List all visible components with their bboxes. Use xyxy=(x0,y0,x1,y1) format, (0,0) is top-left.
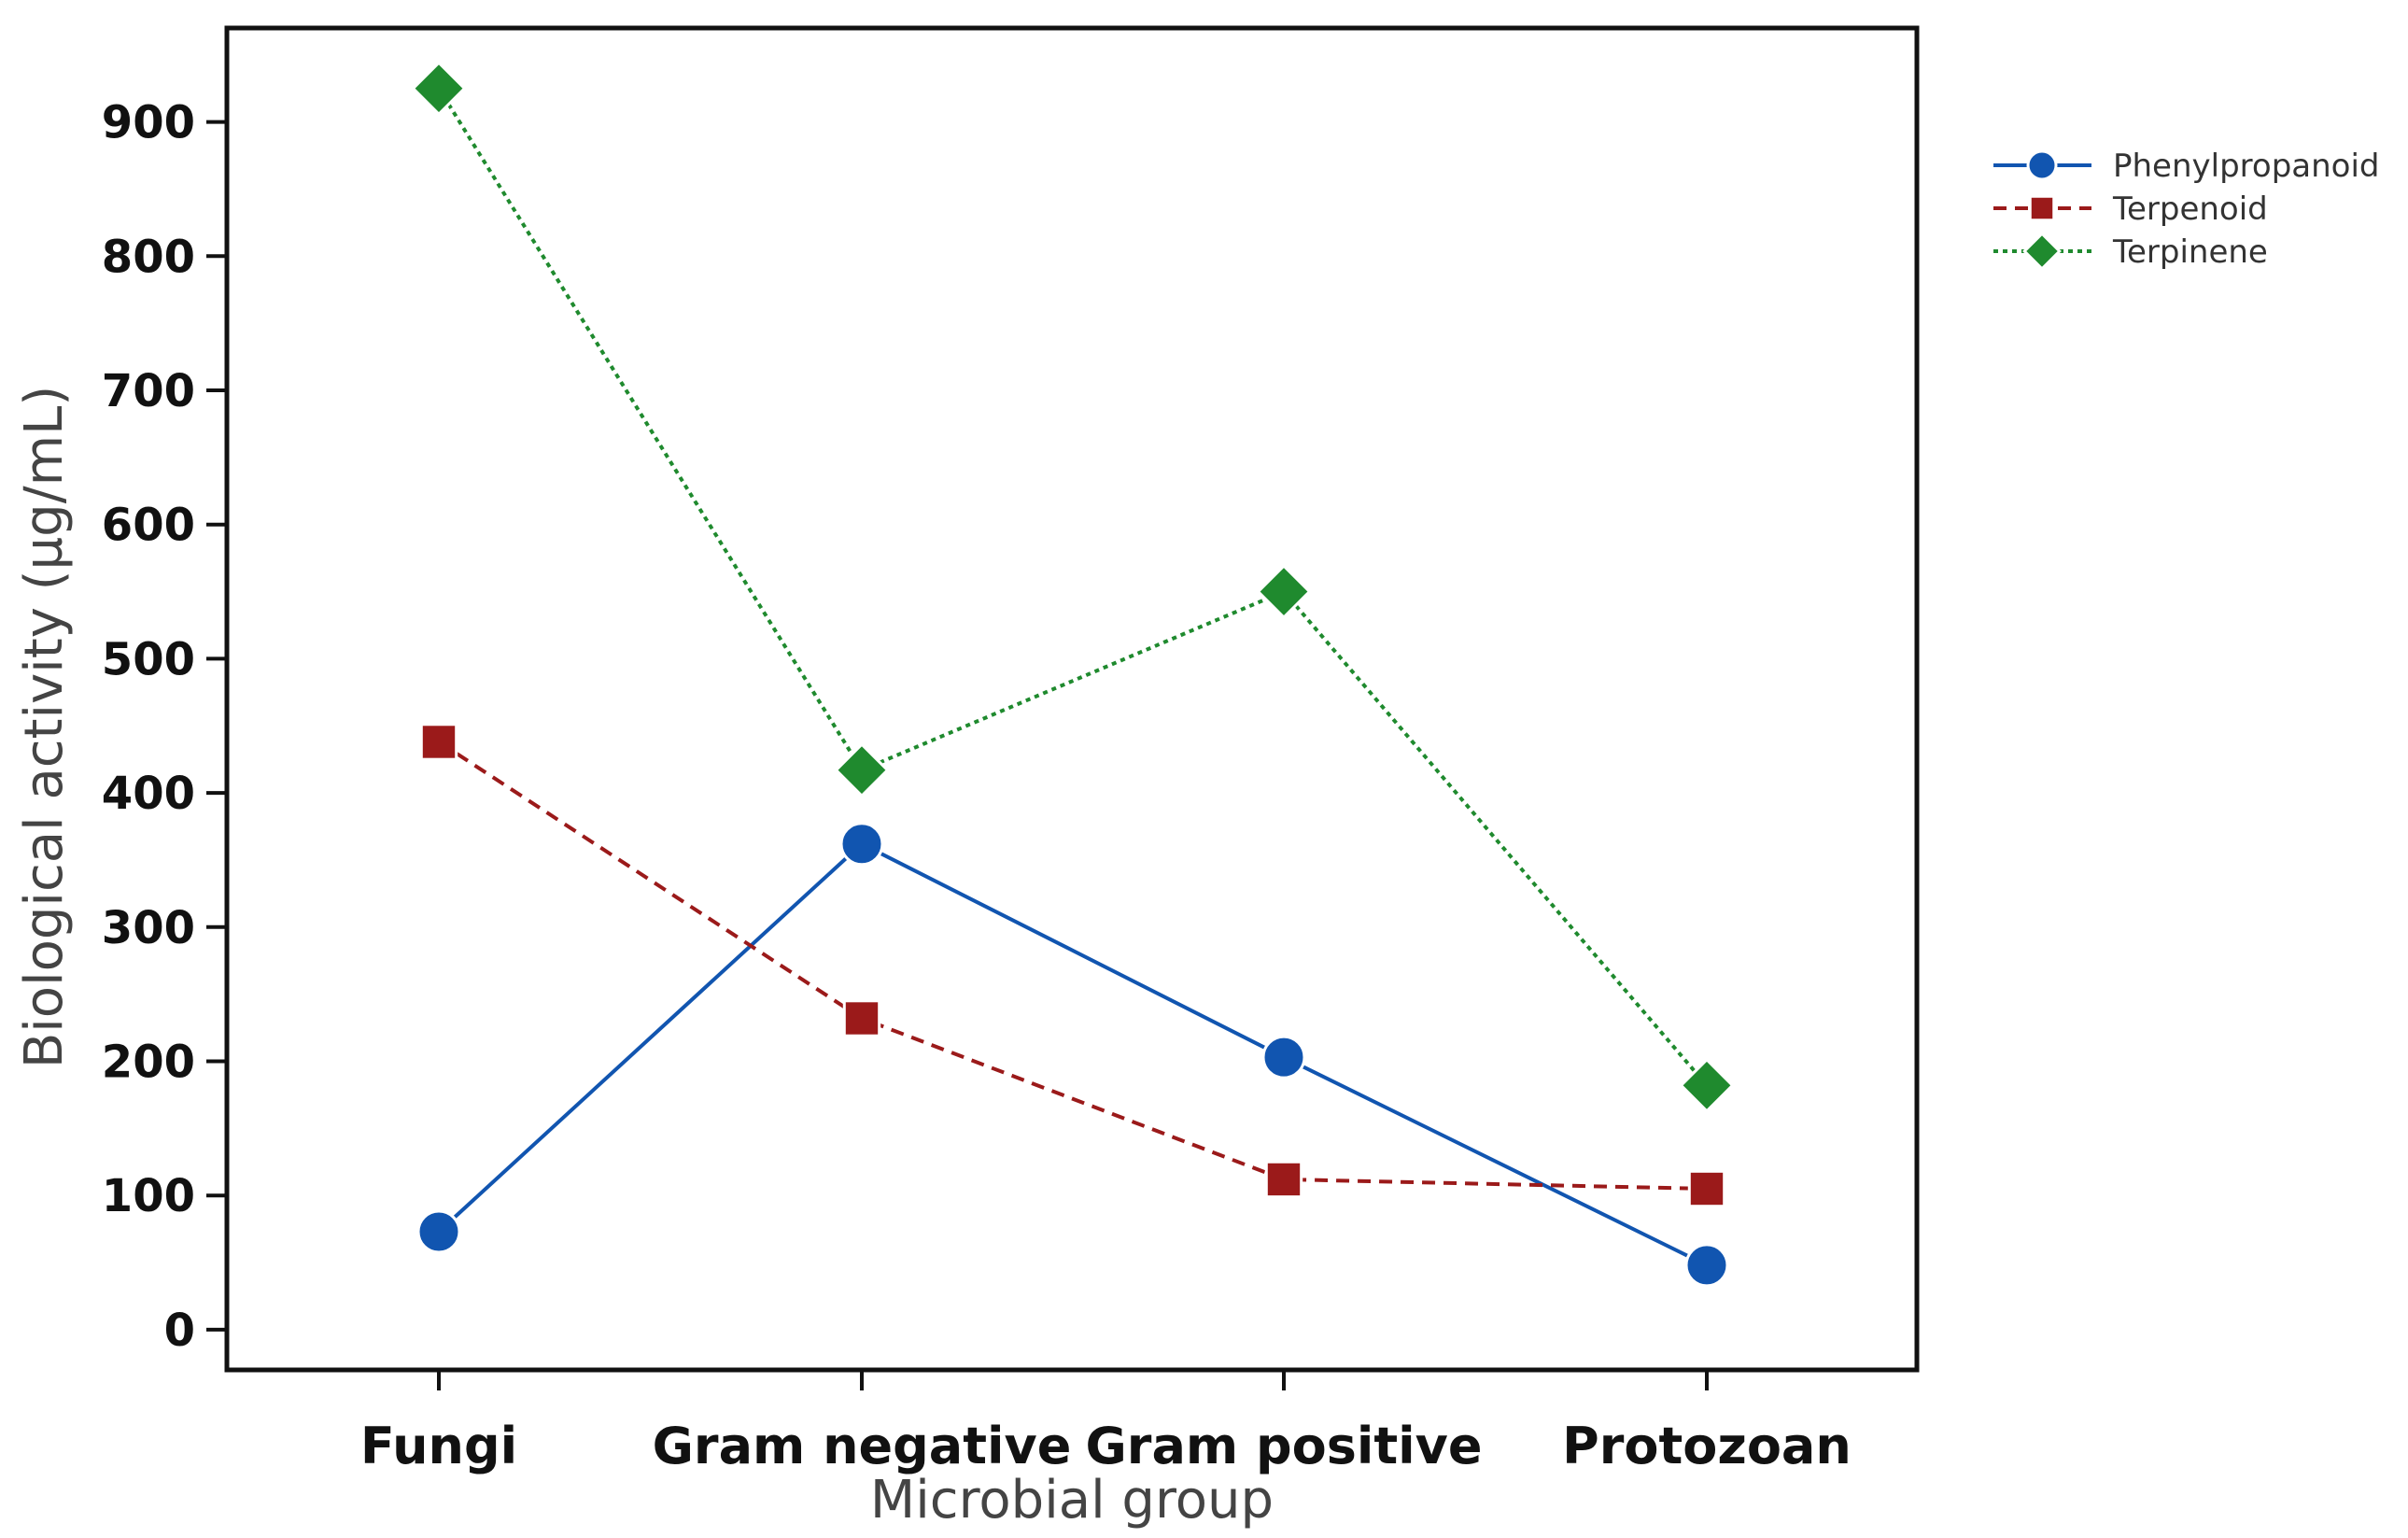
legend: Phenylpropanoid Terpenoid Terpinene xyxy=(1993,148,2380,271)
data-point-marker xyxy=(1684,1243,1729,1288)
y-tick-label: 600 xyxy=(102,500,195,552)
legend-marker-swatch xyxy=(2022,232,2062,271)
y-tick-label: 300 xyxy=(102,902,195,954)
y-tick-label: 0 xyxy=(164,1305,195,1357)
series-line xyxy=(437,740,1708,1192)
y-axis-title: Biological activity (µg/mL) xyxy=(14,386,75,1068)
y-tick-label: 900 xyxy=(102,97,195,149)
legend-label: Phenylpropanoid xyxy=(2113,148,2380,185)
x-tick-label: Gram negative xyxy=(653,1417,1072,1475)
y-tick-label: 500 xyxy=(102,633,195,685)
x-tick-label: Protozoan xyxy=(1562,1417,1852,1475)
plot-area-frame xyxy=(224,25,1920,1373)
series-layer xyxy=(411,61,1735,1288)
series-terpinene xyxy=(411,61,1735,1113)
y-tick-label: 400 xyxy=(102,768,195,820)
legend-marker-swatch xyxy=(2026,149,2058,181)
x-axis-title: Microbial group xyxy=(870,1470,1274,1531)
x-tick-label: Gram positive xyxy=(1085,1417,1482,1475)
legend-label: Terpinene xyxy=(2112,233,2268,271)
series-terpenoid xyxy=(419,723,1726,1208)
series-line xyxy=(437,87,1709,1087)
legend-label: Terpenoid xyxy=(2112,190,2268,228)
data-point-marker xyxy=(842,999,881,1037)
data-point-marker xyxy=(416,1209,461,1254)
data-point-marker xyxy=(1687,1169,1726,1208)
legend-item: Phenylpropanoid xyxy=(1993,148,2380,185)
data-point-marker xyxy=(834,742,890,798)
data-point-marker xyxy=(1264,1160,1303,1199)
data-point-marker xyxy=(419,723,458,761)
series-phenylpropanoid xyxy=(416,822,1729,1288)
legend-item: Terpinene xyxy=(1993,232,2268,271)
y-tick-label: 800 xyxy=(102,231,195,283)
series-line xyxy=(437,841,1708,1267)
y-axis: 0 100 200 300 400 500 600 700 800 900 xyxy=(102,97,227,1357)
data-point-marker xyxy=(411,61,467,117)
data-point-marker xyxy=(1256,563,1312,620)
y-tick-label: 700 xyxy=(102,365,195,417)
y-tick-label: 200 xyxy=(102,1036,195,1088)
data-point-marker xyxy=(1261,1035,1306,1079)
legend-item: Terpenoid xyxy=(1993,190,2268,228)
data-point-marker xyxy=(839,822,884,867)
legend-marker-swatch xyxy=(2028,194,2056,222)
x-tick-label: Fungi xyxy=(360,1417,517,1475)
y-tick-label: 100 xyxy=(102,1170,195,1222)
x-axis: Fungi Gram negative Gram positive Protozoan xyxy=(360,1370,1852,1475)
data-point-marker xyxy=(1679,1057,1735,1113)
